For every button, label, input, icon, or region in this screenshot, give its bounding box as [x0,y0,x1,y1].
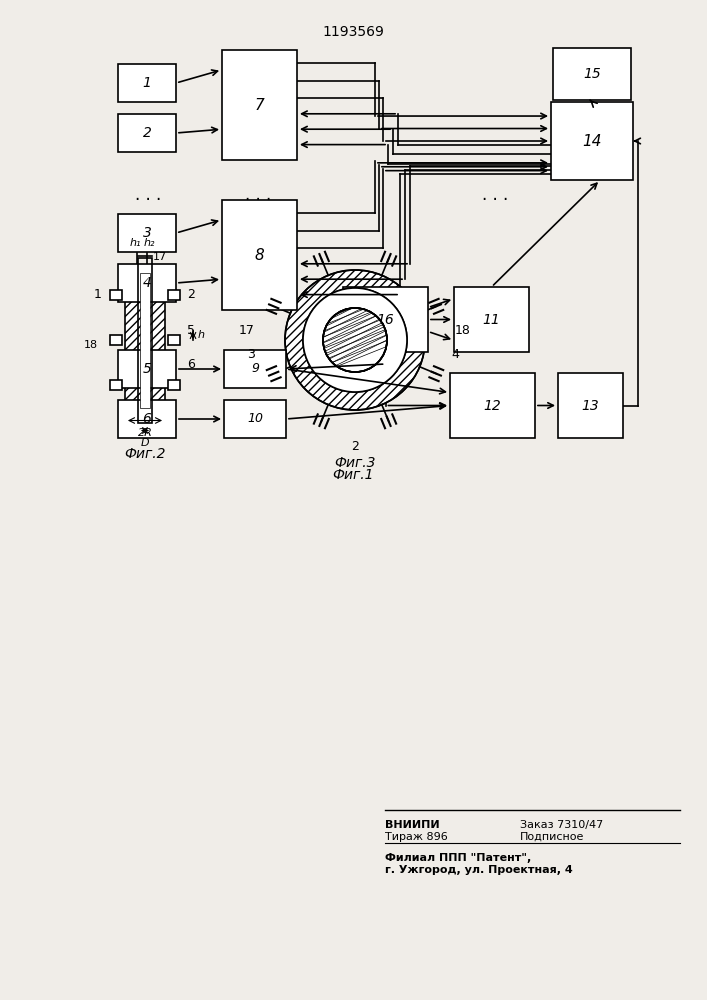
Text: Тираж 896: Тираж 896 [385,832,448,842]
Text: 6: 6 [143,412,151,426]
Bar [118,264,176,302]
Bar [222,200,297,310]
Text: 18: 18 [455,324,471,336]
Text: 4: 4 [143,276,151,290]
Text: 4: 4 [451,349,459,361]
Circle shape [285,270,425,410]
Text: 9: 9 [251,362,259,375]
Text: Фиг.3: Фиг.3 [334,456,375,470]
Text: г. Ужгород, ул. Проектная, 4: г. Ужгород, ул. Проектная, 4 [385,865,573,875]
Text: 10: 10 [247,412,263,426]
Bar [110,380,122,390]
Text: 17: 17 [153,252,167,262]
Text: 14: 14 [583,133,602,148]
Text: h₂: h₂ [144,237,155,247]
Text: Филиал ППП "Патент",: Филиал ППП "Патент", [385,853,531,863]
Bar [454,287,529,352]
Text: 3: 3 [247,349,255,361]
Text: 1: 1 [94,288,102,302]
Bar [138,257,152,422]
Text: 15: 15 [583,67,601,81]
Text: 13: 13 [582,398,600,412]
Text: 16: 16 [377,312,395,326]
Bar [118,214,176,252]
Text: 5: 5 [187,324,195,336]
Text: · · ·: · · · [245,191,271,209]
Bar [118,64,176,102]
Text: 2: 2 [143,126,151,140]
Text: 11: 11 [483,312,501,326]
Bar [222,50,297,160]
Bar [118,114,176,152]
Bar [558,373,623,438]
Text: ВНИИПИ: ВНИИПИ [385,820,440,830]
Text: 2: 2 [351,440,359,453]
Bar [140,272,150,408]
Text: 6: 6 [187,359,195,371]
Text: 1: 1 [143,76,151,90]
Circle shape [303,288,407,392]
Bar [343,287,428,352]
Bar [551,102,633,180]
Bar [125,267,165,412]
Text: h₁: h₁ [129,237,141,247]
Text: Подписное: Подписное [520,832,585,842]
Text: 7: 7 [255,98,264,112]
Text: 3: 3 [143,226,151,240]
Circle shape [323,308,387,372]
Text: · · ·: · · · [135,191,161,209]
Bar [168,290,180,300]
Text: 2R: 2R [138,428,153,438]
Bar [224,400,286,438]
Circle shape [303,288,407,392]
Text: h: h [198,330,205,340]
Text: Заказ 7310/47: Заказ 7310/47 [520,820,603,830]
Bar [168,380,180,390]
Text: 17: 17 [239,324,255,336]
Text: · · ·: · · · [482,191,508,209]
Bar [168,335,180,345]
Text: 2: 2 [187,288,195,302]
Text: 12: 12 [484,398,501,412]
Bar [224,350,286,388]
Text: 5: 5 [143,362,151,376]
Bar [110,290,122,300]
Bar [553,48,631,100]
Text: 18: 18 [84,340,98,350]
Text: 8: 8 [255,247,264,262]
Text: Фиг.2: Фиг.2 [124,448,165,462]
Text: Фиг.1: Фиг.1 [332,468,374,482]
Bar [110,335,122,345]
Bar [118,400,176,438]
Text: 1193569: 1193569 [322,25,384,39]
Text: D: D [141,438,149,448]
Circle shape [323,308,387,372]
Bar [450,373,535,438]
Bar [118,350,176,388]
